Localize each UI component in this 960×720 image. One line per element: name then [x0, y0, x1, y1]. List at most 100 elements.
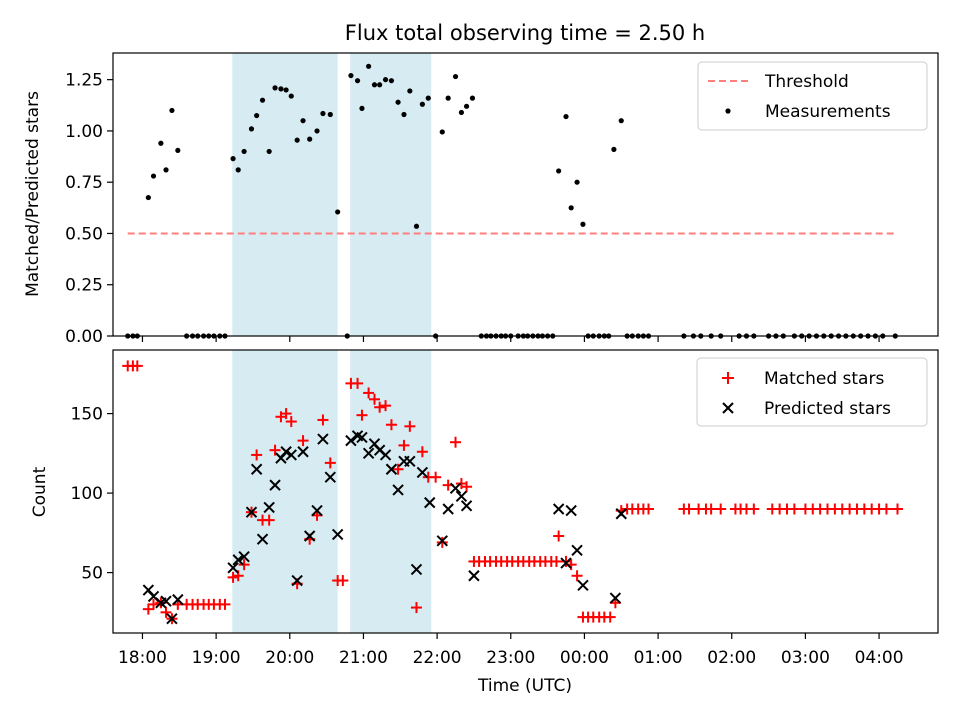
- matched-star-point: [880, 503, 892, 515]
- predicted-star-point: [385, 463, 398, 475]
- predicted-star-point: [560, 557, 572, 569]
- predicted-star-point: [379, 449, 392, 461]
- legend-measurements-label: Measurements: [765, 102, 891, 122]
- measurement-point: [445, 95, 451, 101]
- matched-legend-plus-icon: [722, 372, 734, 384]
- chart-title: Flux total observing time = 2.50 h: [345, 21, 705, 45]
- x-tick-label: 03:00: [781, 648, 830, 668]
- top-y-axis-label: Matched/Predicted stars: [23, 91, 43, 297]
- matched-star-point: [748, 503, 760, 515]
- observing-interval-shade: [350, 350, 432, 633]
- matched-star-point: [392, 463, 404, 475]
- predicted-star-point: [404, 455, 416, 467]
- top-legend: Threshold Measurements: [697, 61, 928, 131]
- matched-star-point: [788, 503, 800, 515]
- measurement-point: [425, 95, 431, 101]
- x-tick-label: 01:00: [634, 648, 683, 668]
- predicted-star-point: [416, 466, 429, 479]
- matched-star-point: [380, 400, 392, 412]
- measurement-point: [463, 103, 470, 109]
- bottom-y-axis-label: Count: [30, 466, 50, 517]
- measurement-point: [574, 179, 580, 185]
- measurement-point: [354, 78, 361, 84]
- measurement-point: [248, 126, 255, 132]
- matched-star-point: [398, 439, 410, 451]
- measurement-point: [371, 82, 378, 88]
- measurement-point: [439, 129, 445, 135]
- top-plot-frame: [112, 52, 939, 337]
- x-tick-label: 19:00: [192, 648, 241, 668]
- predicted-star-point: [324, 471, 337, 483]
- predicted-star-point: [442, 503, 454, 515]
- matched-star-point: [148, 598, 160, 610]
- measurement-point: [294, 137, 300, 143]
- measurement-point: [382, 77, 389, 83]
- bottom-legend: Matched stars Predicted stars: [696, 357, 928, 427]
- measurement-point: [348, 72, 354, 79]
- measurement-point: [163, 167, 169, 173]
- matched-star-point: [553, 530, 565, 542]
- matched-star-point: [715, 503, 727, 515]
- predicted-star-point: [285, 449, 297, 461]
- observing-interval-shade: [350, 53, 432, 336]
- predicted-star-point: [160, 595, 172, 607]
- x-tick-label: 02:00: [707, 648, 756, 668]
- matched-star-point: [436, 536, 448, 548]
- matched-star-point: [297, 435, 309, 447]
- ratio-panel: Flux total observing time = 2.50 h 0.00 0…: [23, 21, 939, 347]
- predicted-star-point: [166, 612, 178, 625]
- predicted-star-point: [269, 479, 281, 491]
- predicted-star-point: [468, 570, 480, 582]
- x-axis-label: Time (UTC): [477, 676, 572, 696]
- predicted-star-point: [552, 503, 565, 515]
- matched-star-point: [683, 503, 695, 515]
- predicted-star-point: [577, 579, 589, 592]
- matched-star-point: [263, 514, 275, 526]
- matched-star-point: [352, 377, 364, 389]
- predicted-star-point: [256, 533, 269, 545]
- measurement-point: [359, 105, 365, 111]
- x-tick-label: 04:00: [855, 648, 904, 668]
- measurement-point: [568, 205, 574, 211]
- measurement-point: [150, 173, 157, 179]
- matched-star-point: [227, 571, 239, 583]
- observing-interval-shade: [232, 53, 338, 336]
- measurement-point: [283, 87, 289, 93]
- matched-star-point: [705, 503, 717, 515]
- matched-star-point: [450, 436, 462, 448]
- measurements-legend-dot-icon: [725, 108, 731, 114]
- measurement-point: [307, 136, 313, 142]
- predicted-star-point: [280, 446, 292, 458]
- legend-predicted-label: Predicted stars: [764, 399, 891, 419]
- predicted-star-point: [263, 501, 275, 514]
- measurement-point: [314, 128, 320, 134]
- measurement-point: [413, 223, 420, 229]
- matched-star-point: [571, 570, 583, 582]
- matched-star-point: [280, 408, 292, 420]
- y-tick-label: 50: [81, 564, 103, 584]
- count-panel: 50 100 150 18:00 19:00 20:00 21:00 22:00 23:00 0…: [30, 349, 939, 696]
- matched-star-point: [461, 481, 473, 493]
- measurement-point: [335, 209, 341, 215]
- measurement-point: [611, 146, 617, 152]
- matched-star-point: [550, 555, 562, 567]
- predicted-legend-x-icon: [722, 402, 734, 414]
- predicted-star-point: [317, 433, 329, 445]
- measurement-point: [259, 97, 266, 103]
- matched-star-point: [368, 393, 380, 405]
- matched-star-point: [410, 602, 422, 614]
- measurement-point: [563, 113, 569, 120]
- y-tick-label: 0.00: [65, 327, 103, 347]
- matched-star-point: [251, 449, 263, 461]
- x-tick-label: 18:00: [118, 648, 167, 668]
- measurement-point: [377, 82, 383, 88]
- matched-star-point: [385, 419, 397, 431]
- x-tick-label: 21:00: [339, 648, 388, 668]
- x-tick-label: 20:00: [265, 648, 314, 668]
- matched-star-point: [643, 503, 655, 515]
- x-tick-label: 22:00: [413, 648, 462, 668]
- y-tick-label: 0.25: [65, 276, 103, 296]
- predicted-star-point: [172, 593, 184, 606]
- predicted-star-point: [232, 554, 244, 566]
- measurement-point: [272, 85, 278, 91]
